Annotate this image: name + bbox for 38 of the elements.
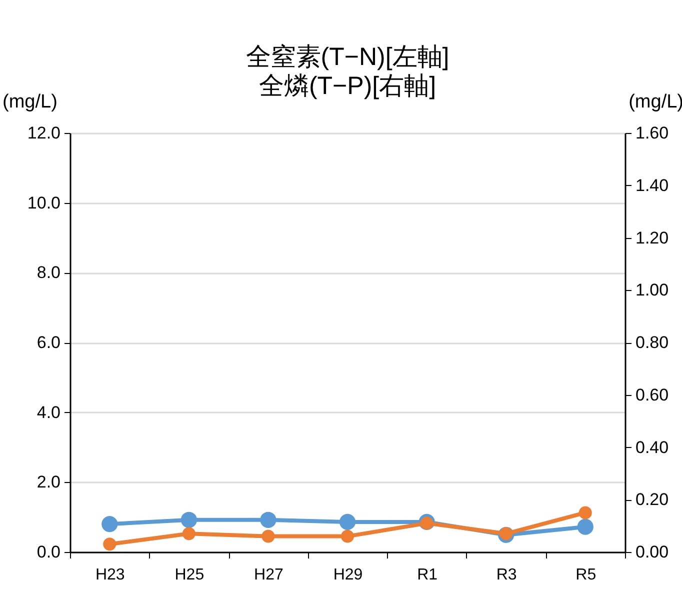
x-tick-label: H29	[333, 566, 363, 584]
y-tick-label: 0.0	[36, 542, 60, 562]
y2-tick-label: 0.00	[636, 542, 669, 562]
x-tick-label: R3	[496, 566, 517, 584]
point	[339, 514, 356, 530]
y-axis-title: (mg/L)	[2, 92, 58, 112]
x-tick-label: H25	[174, 566, 204, 584]
point	[340, 530, 354, 543]
chart-title: 全窒素(T−N)[左軸]	[246, 43, 450, 71]
x-tick-label: R1	[417, 566, 438, 584]
y-tick-label: 12.0	[27, 124, 60, 142]
point	[182, 527, 196, 540]
x-tick-label: H23	[95, 566, 125, 584]
y2-tick-label: 1.00	[636, 280, 669, 300]
point	[180, 512, 197, 528]
point	[262, 530, 275, 543]
chart-subtitle: 全燐(T−P)[右軸]	[258, 72, 436, 100]
point	[260, 512, 276, 528]
point	[577, 518, 594, 535]
y-tick-label: 4.0	[36, 402, 60, 422]
x-tick-label: R5	[576, 566, 596, 584]
y2-tick-label: 1.20	[636, 228, 669, 248]
point	[102, 516, 118, 532]
y2-tick-label: 0.60	[636, 385, 669, 404]
y-tick-label: 2.0	[36, 472, 60, 492]
y2-axis-title: (mg/L)	[628, 92, 682, 112]
y2-tick-label: 0.80	[636, 333, 669, 352]
y2-tick-label: 0.40	[636, 438, 669, 457]
x-tick-label: H27	[254, 566, 284, 584]
y-tick-label: 6.0	[36, 333, 60, 352]
point	[103, 538, 116, 551]
y2-tick-label: 1.40	[636, 176, 669, 195]
point	[578, 506, 592, 520]
y-tick-label: 8.0	[36, 263, 60, 282]
y2-tick-label: 0.20	[636, 490, 669, 510]
point	[420, 516, 434, 530]
y2-tick-label: 1.60	[636, 124, 669, 142]
y-tick-label: 10.0	[27, 193, 60, 212]
